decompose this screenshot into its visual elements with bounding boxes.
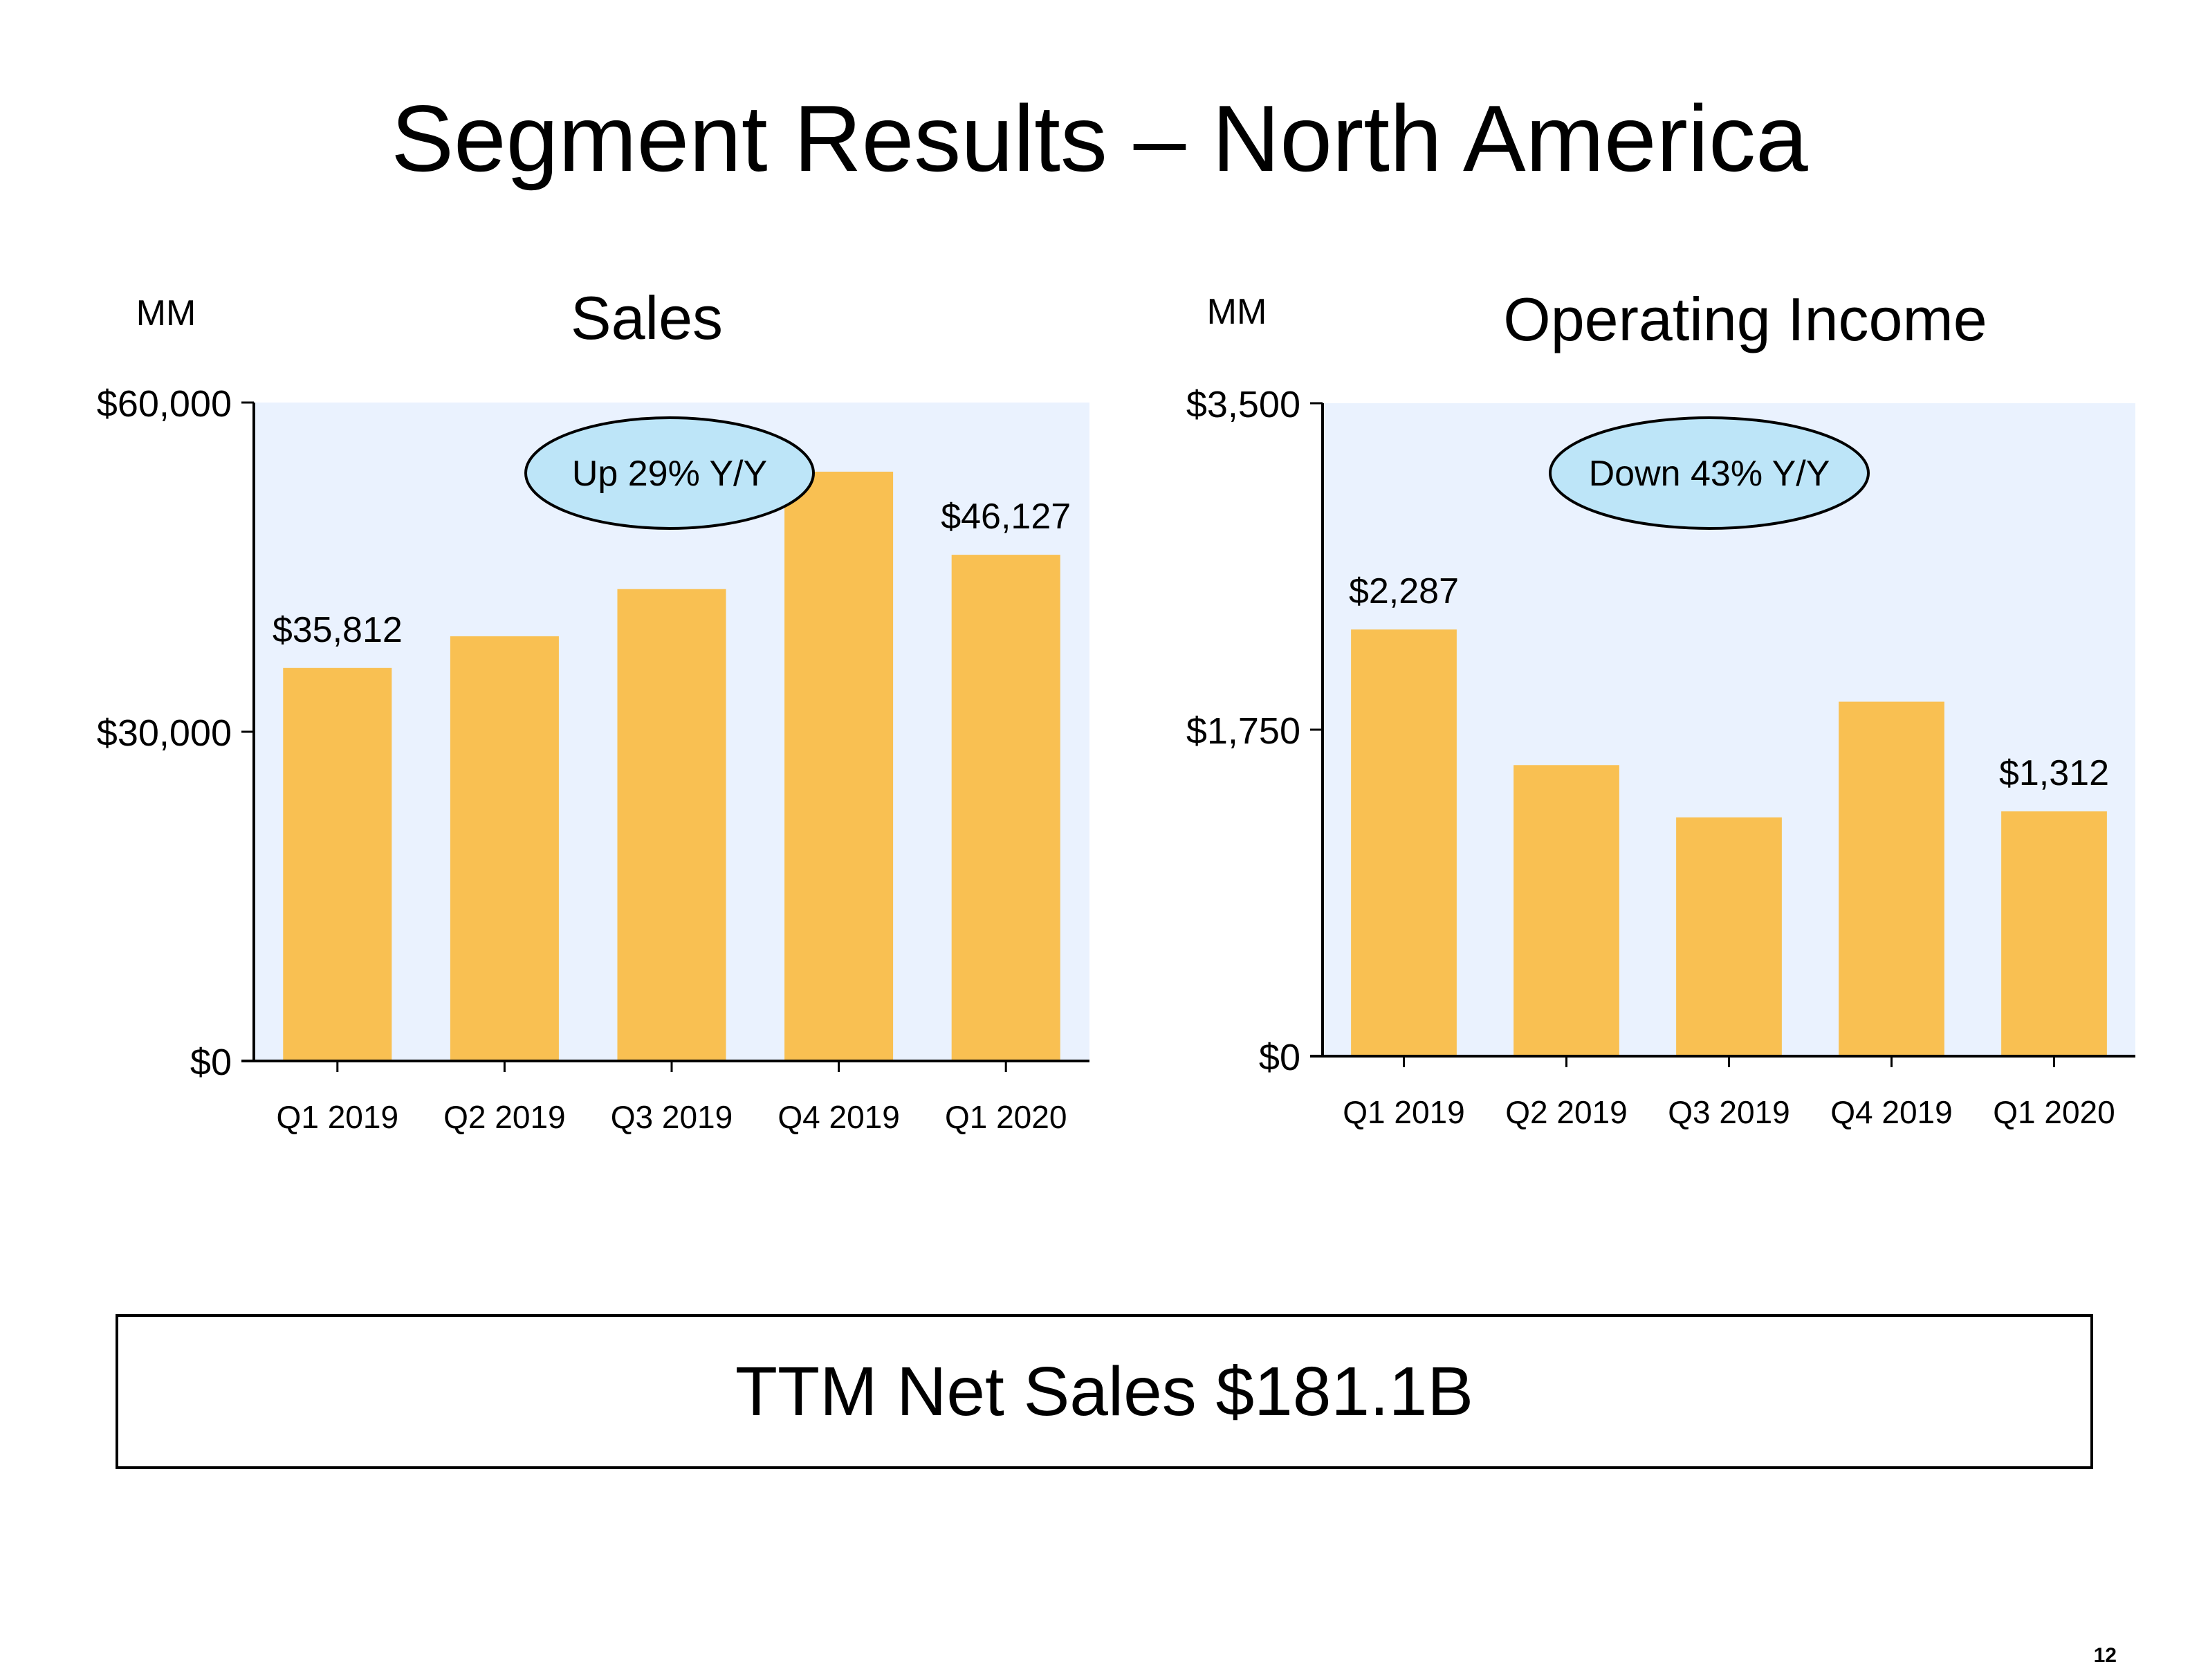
x-tick-label: Q2 2019 [443,1099,565,1135]
data-label: $2,287 [1349,571,1459,611]
callout-text: Down 43% Y/Y [1589,454,1830,494]
unit-label: MM [1207,292,1267,332]
x-tick-label: Q3 2019 [1668,1094,1789,1130]
sales-chart: Sales MM $35,812 Q1 2019 Q2 2019 Q3 2019 Q4 20… [0,277,1121,1176]
x-tick-label: Q1 2020 [945,1099,1067,1135]
x-tick-label: Q1 2019 [1343,1094,1464,1130]
data-label: $1,312 [1999,753,2109,793]
operating-income-chart-svg: Operating Income MM $2,287 Q1 2019 Q2 2019 Q3… [1093,277,2199,1176]
operating-income-chart: Operating Income MM $2,287 Q1 2019 Q2 2019 Q3… [1093,277,2199,1176]
y-tick-label: $30,000 [97,712,232,754]
chart-title: Operating Income [1503,285,1987,353]
bar [450,636,559,1061]
callout-text: Up 29% Y/Y [572,454,767,494]
bar [1513,765,1619,1056]
ttm-net-sales-text: TTM Net Sales $181.1B [735,1354,1473,1430]
bar [2001,811,2107,1056]
y-tick-label: $0 [190,1042,232,1083]
ttm-net-sales-box: TTM Net Sales $181.1B [116,1314,2093,1469]
x-tick-label: Q1 2019 [277,1099,398,1135]
bar [617,589,726,1061]
bar [1351,629,1457,1056]
x-tick-label: Q4 2019 [1830,1094,1952,1130]
y-tick-label: $1,750 [1186,710,1300,752]
x-tick-label: Q3 2019 [611,1099,733,1135]
bar [283,668,392,1061]
x-tick-label: Q1 2020 [1993,1094,2115,1130]
bar [1839,702,1944,1056]
chart-title: Sales [571,284,723,352]
x-tick-label: Q2 2019 [1505,1094,1627,1130]
y-tick-label: $60,000 [97,383,232,425]
data-label: $35,812 [273,610,403,650]
bar [952,555,1060,1061]
slide-title: Segment Results – North America [0,83,2199,194]
x-tick-label: Q4 2019 [778,1099,899,1135]
unit-label: MM [136,293,196,333]
bar [784,472,893,1061]
y-tick-label: $3,500 [1186,384,1300,425]
data-label: $46,127 [941,497,1071,537]
y-tick-label: $0 [1259,1037,1300,1078]
page-number: 12 [2075,1642,2117,1670]
bar [1676,818,1782,1056]
sales-chart-svg: Sales MM $35,812 Q1 2019 Q2 2019 Q3 2019 Q4 20… [0,277,1121,1176]
